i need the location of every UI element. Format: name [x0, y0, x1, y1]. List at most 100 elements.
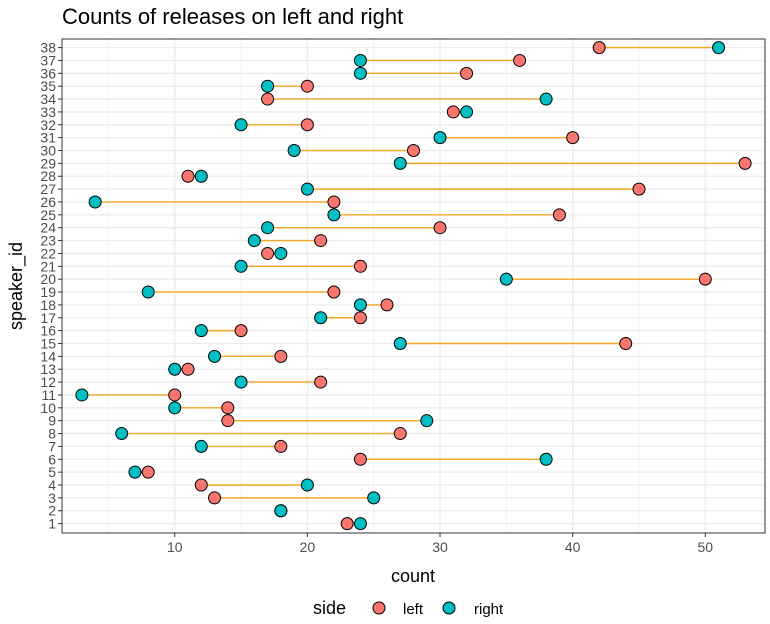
- y-tick-label: 20: [40, 271, 56, 287]
- y-tick-label: 18: [40, 297, 56, 313]
- x-tick-label: 50: [698, 539, 714, 555]
- y-tick-label: 23: [40, 233, 56, 249]
- point-right: [460, 105, 474, 119]
- point-left: [208, 491, 222, 505]
- y-tick-label: 5: [48, 464, 56, 480]
- legend-label-left: left: [403, 601, 424, 618]
- y-tick-label: 14: [40, 348, 56, 364]
- y-tick-label: 15: [40, 335, 56, 351]
- point-right: [539, 452, 553, 466]
- point-left: [194, 478, 208, 492]
- point-right: [234, 118, 248, 132]
- y-tick-label: 8: [48, 426, 56, 442]
- point-right: [433, 131, 447, 145]
- point-left: [407, 144, 420, 158]
- point-right: [194, 169, 208, 183]
- point-left: [460, 66, 474, 80]
- point-right: [353, 53, 367, 67]
- point-left: [300, 118, 314, 132]
- point-left: [274, 349, 288, 363]
- y-tick-label: 30: [40, 143, 56, 159]
- x-tick-label: 10: [167, 539, 183, 555]
- legend: side left right: [313, 598, 504, 618]
- y-tick-label: 7: [48, 438, 56, 454]
- point-left: [221, 414, 235, 428]
- y-tick-label: 11: [41, 387, 56, 403]
- point-left: [141, 465, 155, 479]
- point-right: [499, 272, 513, 286]
- x-tick-label: 40: [565, 539, 581, 555]
- point-right: [353, 517, 367, 531]
- legend-label-right: right: [474, 601, 504, 618]
- point-left: [261, 92, 275, 106]
- y-tick-label: 28: [40, 168, 56, 184]
- legend-key-right: [442, 601, 456, 615]
- point-right: [234, 375, 248, 389]
- point-right: [168, 401, 182, 415]
- point-right: [420, 414, 434, 428]
- y-tick-label: 26: [40, 194, 56, 210]
- point-right: [168, 362, 182, 376]
- y-tick-label: 9: [48, 413, 56, 429]
- point-right: [314, 311, 328, 325]
- y-tick-label: 17: [40, 310, 56, 326]
- y-tick-label: 22: [40, 245, 56, 261]
- point-left: [221, 401, 235, 415]
- y-tick-label: 32: [40, 117, 56, 133]
- y-tick-label: 38: [40, 40, 56, 56]
- y-tick-label: 6: [48, 451, 56, 467]
- point-right: [393, 336, 407, 350]
- point-right: [287, 144, 301, 158]
- y-tick-label: 1: [48, 516, 56, 532]
- point-left: [433, 221, 447, 235]
- point-right: [300, 182, 314, 196]
- chart-title: Counts of releases on left and right: [62, 4, 403, 29]
- point-left: [168, 388, 182, 402]
- plot-panel: 10 20 30 40 50123456789101112131415161718192…: [40, 38, 766, 555]
- point-right: [194, 439, 208, 453]
- point-right: [88, 195, 102, 209]
- point-left: [327, 285, 341, 299]
- x-tick-label: 20: [300, 539, 316, 555]
- point-right: [194, 324, 208, 338]
- x-tick-label: 30: [432, 539, 448, 555]
- y-tick-label: 24: [40, 220, 56, 236]
- point-left: [446, 105, 460, 119]
- point-left: [340, 517, 354, 531]
- point-left: [274, 439, 288, 453]
- point-left: [353, 452, 367, 466]
- point-right: [75, 388, 89, 402]
- point-left: [738, 156, 752, 170]
- point-left: [698, 272, 712, 286]
- point-left: [619, 336, 633, 350]
- point-left: [566, 131, 580, 145]
- point-right: [327, 208, 341, 222]
- y-tick-label: 21: [40, 258, 56, 274]
- point-right: [539, 92, 553, 106]
- point-left: [592, 41, 606, 55]
- point-right: [300, 478, 314, 492]
- point-left: [300, 79, 314, 93]
- point-right: [234, 259, 248, 273]
- point-right: [247, 234, 261, 248]
- y-tick-label: 27: [40, 181, 56, 197]
- y-tick-label: 3: [48, 490, 56, 506]
- y-tick-label: 31: [40, 130, 56, 146]
- panel-background: [62, 39, 765, 533]
- point-left: [353, 259, 367, 273]
- point-right: [141, 285, 155, 299]
- point-right: [353, 298, 367, 312]
- point-right: [393, 156, 407, 170]
- point-right: [261, 79, 275, 93]
- y-tick-label: 33: [40, 104, 56, 120]
- point-left: [380, 298, 394, 312]
- y-tick-label: 10: [40, 400, 56, 416]
- point-right: [712, 41, 726, 55]
- y-axis-title: speaker_id: [6, 242, 27, 330]
- point-right: [367, 491, 381, 505]
- y-tick-label: 2: [48, 503, 56, 519]
- y-tick-label: 36: [40, 65, 56, 81]
- point-left: [261, 246, 275, 260]
- point-left: [327, 195, 341, 209]
